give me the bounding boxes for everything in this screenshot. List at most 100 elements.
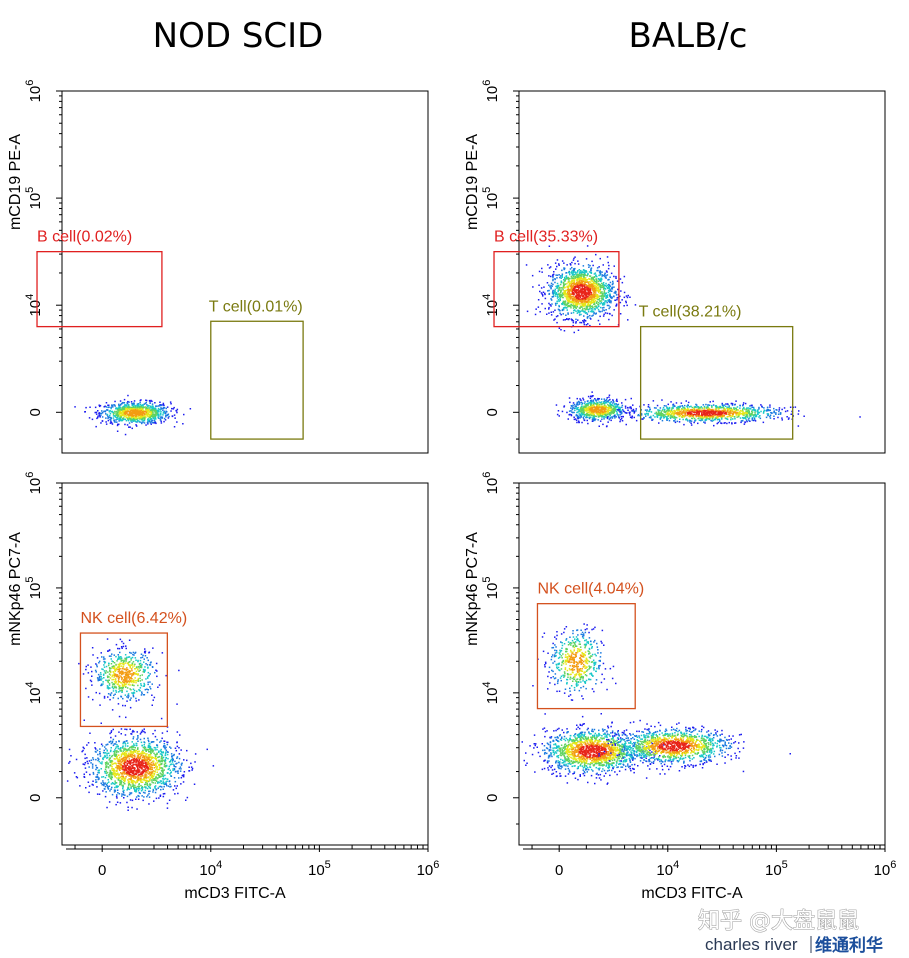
event-dot: [571, 280, 573, 282]
event-dot: [116, 660, 118, 662]
event-dot: [587, 284, 589, 287]
event-dot: [598, 301, 600, 304]
event-dot: [142, 694, 145, 696]
event-dot: [121, 659, 124, 662]
event-dot: [122, 418, 125, 421]
event-dot: [84, 411, 86, 413]
event-dot: [724, 417, 727, 419]
event-dot: [711, 418, 714, 420]
event-dot: [707, 415, 710, 418]
event-dot: [126, 674, 128, 677]
event-dot: [149, 422, 152, 424]
event-dot: [686, 405, 688, 407]
event-dot: [573, 300, 575, 303]
event-dot: [729, 414, 731, 417]
event-dot: [575, 291, 578, 294]
event-dot: [600, 291, 602, 294]
event-dot: [145, 399, 148, 402]
event-dot: [616, 298, 618, 301]
event-dot: [670, 414, 672, 417]
event-dot: [136, 408, 139, 410]
event-dot: [557, 286, 559, 288]
event-dot: [574, 418, 577, 420]
event-dot: [593, 409, 595, 412]
event-dot: [100, 652, 102, 654]
event-dot: [681, 408, 683, 410]
event-dot: [157, 686, 159, 688]
event-dot: [116, 410, 118, 413]
event-dot: [683, 409, 685, 412]
event-dot: [102, 683, 104, 685]
event-dot: [107, 696, 109, 698]
event-dot: [601, 403, 603, 405]
event-dot: [584, 319, 586, 322]
event-dot: [579, 321, 581, 324]
event-dot: [556, 282, 559, 285]
event-dot: [606, 256, 609, 258]
event-dot: [721, 414, 723, 417]
event-dot: [592, 400, 594, 402]
event-dot: [161, 753, 163, 756]
event-dot: [149, 673, 151, 675]
event-dot: [119, 687, 121, 689]
event-dot: [603, 274, 605, 277]
event-dot: [674, 412, 676, 414]
event-dot: [671, 416, 674, 419]
event-dot: [141, 679, 143, 681]
event-dot: [157, 416, 159, 419]
event-dot: [541, 267, 543, 270]
event-dot: [567, 293, 569, 295]
event-dot: [123, 678, 125, 681]
event-dot: [575, 405, 577, 408]
event-dot: [775, 409, 777, 411]
event-dot: [685, 417, 688, 420]
event-dot: [550, 286, 552, 289]
event-dot: [140, 683, 142, 685]
event-dot: [156, 746, 159, 748]
event-dot: [596, 269, 598, 272]
event-dot: [108, 679, 110, 681]
event-dot: [615, 400, 618, 402]
event-dot: [124, 415, 126, 418]
event-dot: [649, 408, 651, 411]
event-dot: [115, 411, 117, 413]
event-dot: [686, 414, 688, 416]
event-dot: [570, 312, 573, 314]
event-dot: [741, 412, 743, 415]
event-dot: [710, 412, 713, 414]
event-dot: [773, 411, 775, 413]
event-dot: [579, 298, 581, 300]
event-dot: [149, 405, 152, 407]
event-dot: [576, 293, 578, 295]
event-dot: [666, 417, 668, 419]
event-dot: [591, 309, 593, 312]
event-dot: [587, 402, 589, 404]
event-dot: [105, 421, 107, 423]
event-dot: [703, 405, 706, 408]
event-dot: [122, 686, 124, 689]
event-dot: [572, 321, 575, 324]
event-dot: [682, 418, 684, 421]
event-dot: [100, 679, 103, 681]
event-dot: [597, 402, 599, 405]
event-dot: [742, 403, 744, 406]
event-dot: [686, 406, 689, 408]
event-dot: [707, 405, 709, 407]
event-dot: [577, 291, 579, 294]
event-dot: [613, 295, 615, 298]
event-dot: [576, 306, 579, 308]
event-dot: [116, 683, 119, 686]
event-dot: [556, 287, 558, 289]
event-dot: [150, 661, 152, 663]
event-dot: [590, 268, 592, 270]
event-dot: [660, 416, 662, 418]
event-dot: [559, 287, 561, 289]
event-dot: [105, 423, 108, 425]
event-dot: [104, 405, 106, 407]
event-dot: [781, 408, 783, 411]
event-dot: [591, 417, 594, 419]
event-dot: [139, 677, 141, 680]
event-dot: [120, 404, 122, 406]
event-dot: [710, 408, 713, 411]
event-dot: [712, 419, 714, 422]
